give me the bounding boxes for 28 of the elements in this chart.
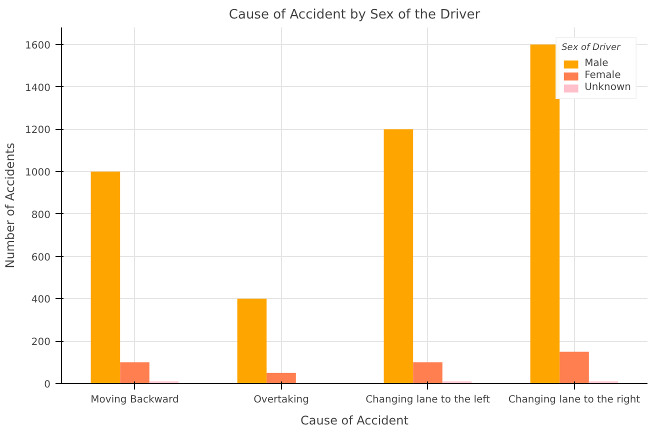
legend-label: Female bbox=[584, 70, 621, 81]
chart-title: Cause of Accident by Sex of the Driver bbox=[228, 8, 481, 22]
bar bbox=[384, 129, 414, 384]
x-tick-label: Changing lane to the left bbox=[366, 394, 490, 406]
bar bbox=[237, 298, 267, 384]
legend-title: Sex of Driver bbox=[562, 43, 622, 53]
y-tick-label: 600 bbox=[31, 252, 51, 264]
bar bbox=[120, 362, 150, 384]
y-tick-label: 1200 bbox=[25, 125, 51, 136]
x-tick-label: Overtaking bbox=[254, 394, 309, 406]
bar bbox=[560, 352, 589, 384]
bar bbox=[266, 372, 296, 384]
y-tick-label: 1000 bbox=[25, 168, 51, 179]
x-tick-label: Changing lane to the right bbox=[508, 394, 640, 406]
y-tick-label: 400 bbox=[31, 294, 51, 306]
legend-label: Unknown bbox=[584, 82, 631, 93]
legend-label: Male bbox=[584, 58, 608, 69]
y-tick-label: 1600 bbox=[25, 40, 51, 52]
y-axis-title: Number of Accidents bbox=[3, 142, 18, 268]
x-axis-title: Cause of Accident bbox=[300, 414, 409, 428]
y-tick-label: 800 bbox=[31, 210, 51, 221]
bar bbox=[90, 172, 120, 384]
bar bbox=[530, 44, 560, 384]
y-tick-label: 1400 bbox=[25, 82, 51, 94]
y-tick-label: 200 bbox=[31, 337, 51, 348]
x-tick-label: Moving Backward bbox=[90, 394, 179, 406]
bar bbox=[413, 362, 442, 384]
y-tick-label: 0 bbox=[44, 380, 51, 390]
